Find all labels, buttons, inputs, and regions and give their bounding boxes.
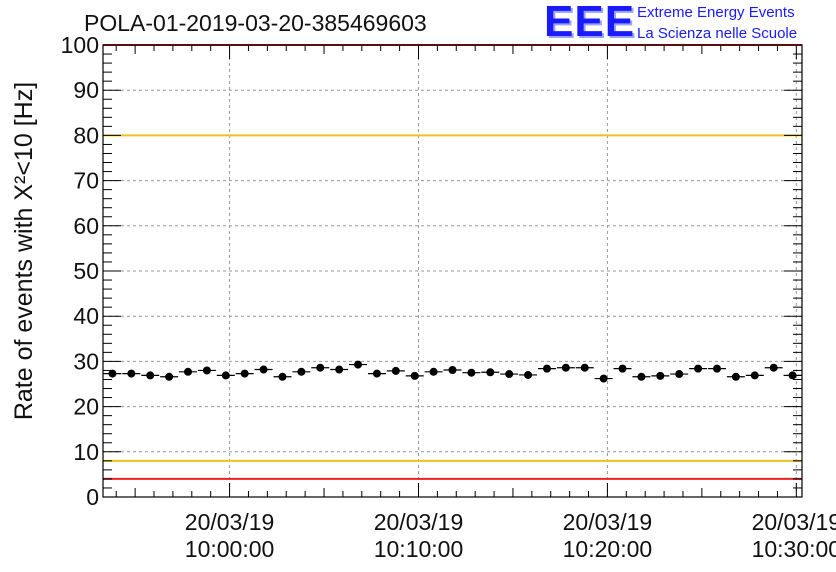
y-tick-label: 10 [73, 439, 99, 465]
y-tick-label: 60 [73, 213, 99, 239]
grid-lines [103, 45, 802, 497]
x-tick-label-time: 10:30:00 [752, 536, 836, 562]
data-point [750, 371, 759, 380]
data-point [335, 365, 344, 374]
y-tick-label: 30 [73, 348, 99, 374]
data-point [221, 371, 230, 380]
data-point [127, 369, 136, 378]
chart-title: POLA-01-2019-03-20-385469603 [84, 10, 427, 36]
data-point [354, 360, 363, 369]
data-point [429, 367, 438, 376]
data-point [259, 365, 268, 374]
data-point [316, 363, 325, 372]
x-tick-label-date: 20/03/19 [374, 509, 464, 535]
data-point [391, 366, 400, 375]
y-tick-label: 20 [73, 394, 99, 420]
threshold-lines [103, 44, 802, 480]
data-point [788, 371, 797, 380]
data-point [297, 367, 306, 376]
y-axis-label: Rate of events with X²<10 [Hz] [10, 82, 38, 420]
data-point [675, 370, 684, 379]
data-point [599, 374, 608, 383]
data-point [712, 364, 721, 373]
y-tick-labels: 0 10 20 30 40 50 60 70 80 90 100 [61, 32, 99, 510]
x-tick-labels: 20/03/1910:00:0020/03/1910:10:0020/03/19… [185, 509, 836, 562]
y-tick-label: 50 [73, 258, 99, 284]
data-points [103, 360, 802, 383]
data-point [165, 372, 174, 381]
data-point [618, 364, 627, 373]
data-point [694, 364, 703, 373]
data-point [656, 371, 665, 380]
data-point [278, 372, 287, 381]
data-point [542, 364, 551, 373]
data-point [505, 370, 514, 379]
data-point [240, 369, 249, 378]
data-point [108, 369, 117, 378]
data-point [637, 372, 646, 381]
logo-line-1: Extreme Energy Events [637, 4, 795, 21]
data-point [372, 369, 381, 378]
data-point [524, 370, 533, 379]
eee-logo: EEE Extreme Energy Events La Scienza nel… [544, 0, 836, 46]
logo-line-2: La Scienza nelle Scuole [637, 25, 798, 42]
x-tick-label-date: 20/03/19 [563, 509, 653, 535]
y-tick-label: 80 [73, 122, 99, 148]
data-point [467, 368, 476, 377]
data-point [561, 363, 570, 372]
x-tick-label-time: 10:10:00 [374, 536, 464, 562]
data-point [184, 367, 193, 376]
data-point [769, 363, 778, 372]
x-tick-label-time: 10:20:00 [563, 536, 653, 562]
x-tick-label-date: 20/03/19 [185, 509, 275, 535]
y-tick-label: 0 [86, 484, 99, 510]
data-point [731, 372, 740, 381]
data-point [486, 368, 495, 377]
y-tick-label: 100 [61, 32, 99, 58]
data-point [146, 371, 155, 380]
x-tick-label-time: 10:00:00 [185, 536, 275, 562]
data-point [410, 371, 419, 380]
data-point [580, 363, 589, 372]
x-tick-label-date: 20/03/19 [752, 509, 836, 535]
axis-ticks [103, 44, 802, 498]
data-point [448, 365, 457, 374]
eee-logo-mark: EEE [544, 0, 636, 46]
data-point [202, 366, 211, 375]
y-tick-label: 70 [73, 168, 99, 194]
y-tick-label: 90 [73, 77, 99, 103]
y-tick-label: 40 [73, 303, 99, 329]
